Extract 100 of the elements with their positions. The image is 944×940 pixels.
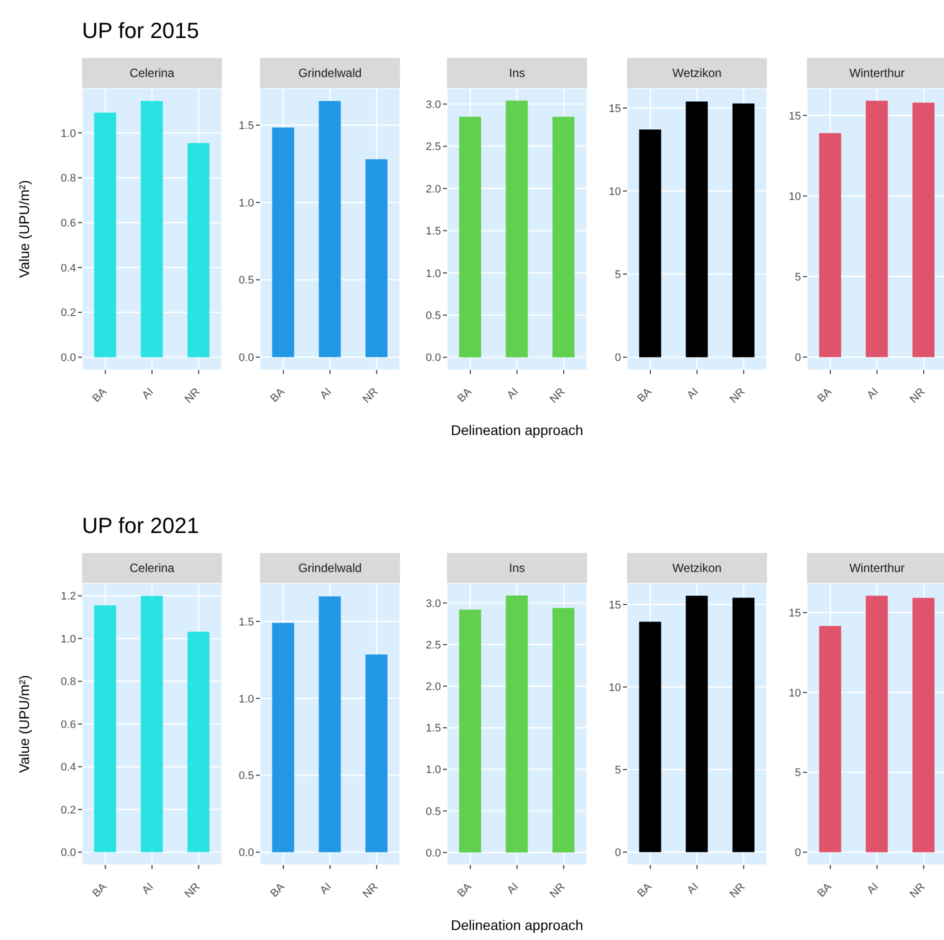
y-tick-label: 0.0 bbox=[238, 847, 254, 860]
x-tick-label: AI bbox=[318, 386, 334, 402]
chart-title: UP for 2015 bbox=[82, 18, 200, 44]
y-tick-label: 0.0 bbox=[238, 352, 254, 364]
y-tick-label: 15 bbox=[608, 102, 621, 115]
y-tick-label: 0.8 bbox=[60, 172, 76, 185]
x-tick-label: NR bbox=[548, 880, 568, 901]
y-tick-label: 0.6 bbox=[60, 718, 76, 731]
y-tick-label: 1.5 bbox=[238, 616, 254, 628]
bar bbox=[187, 632, 210, 852]
x-tick-label: AI bbox=[865, 386, 881, 402]
y-tick-label: 2.5 bbox=[426, 639, 441, 652]
bar bbox=[140, 101, 163, 358]
y-tick-label: 15 bbox=[788, 607, 801, 620]
y-tick-label: 1.0 bbox=[238, 197, 254, 210]
x-tick-label: NR bbox=[548, 386, 568, 406]
bar bbox=[272, 622, 294, 852]
bar bbox=[732, 598, 754, 852]
y-tick-label: 5 bbox=[614, 764, 621, 776]
x-tick-label: BA bbox=[455, 385, 475, 405]
y-tick-label: 1.0 bbox=[60, 128, 76, 140]
y-tick-label: 10 bbox=[788, 190, 801, 203]
chart-subtitle: Grindelwald bbox=[260, 58, 400, 88]
y-tick-label: 0.2 bbox=[60, 307, 76, 320]
x-tick-label: NR bbox=[360, 880, 381, 901]
x-tick-label: BA bbox=[90, 385, 110, 405]
x-tick-label: NR bbox=[728, 386, 748, 406]
y-tick-label: 1.0 bbox=[238, 693, 254, 706]
x-tick-label: AI bbox=[140, 386, 156, 402]
x-tick-label: AI bbox=[865, 880, 881, 897]
x-tick-label: BA bbox=[635, 880, 655, 900]
bar bbox=[912, 102, 934, 358]
y-tick-label: 0.5 bbox=[238, 770, 254, 782]
y-tick-label: 0.0 bbox=[426, 847, 441, 860]
chart-subtitle: Wetzikon bbox=[627, 58, 767, 88]
y-tick-label: 0.0 bbox=[60, 352, 76, 364]
y-tick-label: 0.5 bbox=[238, 274, 254, 287]
chart-title: UP for 2021 bbox=[82, 513, 200, 539]
bar bbox=[318, 100, 341, 358]
y-tick-label: 2.5 bbox=[426, 141, 441, 154]
x-tick-label: NR bbox=[908, 386, 928, 406]
x-tick-label: AI bbox=[318, 880, 334, 897]
y-tick-label: 5 bbox=[614, 269, 621, 282]
y-tick-label: 1.5 bbox=[238, 120, 254, 132]
x-tick-label: BA bbox=[90, 880, 110, 900]
y-tick-label: 0.4 bbox=[60, 262, 76, 274]
y-tick-label: 5 bbox=[794, 271, 801, 284]
y-axis-title: Value (UPU/m²) bbox=[16, 675, 32, 773]
chart-subtitle: Wetzikon bbox=[627, 553, 767, 583]
chart-subtitle: Grindelwald bbox=[260, 553, 400, 583]
x-tick-label: BA bbox=[815, 880, 835, 900]
y-tick-label: 1.0 bbox=[426, 268, 441, 280]
chart-subtitle: Ins bbox=[447, 553, 587, 583]
bar bbox=[819, 133, 842, 358]
y-tick-label: 15 bbox=[608, 599, 621, 612]
bar bbox=[272, 127, 294, 358]
y-tick-label: 0.6 bbox=[60, 218, 76, 230]
y-tick-label: 0 bbox=[794, 847, 801, 860]
y-tick-label: 0.8 bbox=[60, 676, 76, 688]
y-tick-label: 10 bbox=[608, 186, 621, 198]
bar bbox=[94, 112, 116, 358]
bar bbox=[866, 596, 888, 852]
x-tick-label: BA bbox=[815, 385, 835, 405]
y-tick-label: 3.0 bbox=[426, 98, 441, 111]
bar bbox=[912, 598, 934, 852]
chart-subtitle: Celerina bbox=[82, 58, 222, 88]
y-tick-label: 0.4 bbox=[60, 762, 76, 774]
x-tick-label: BA bbox=[268, 385, 288, 405]
x-tick-label: AI bbox=[685, 880, 701, 897]
y-tick-label: 1.0 bbox=[426, 764, 441, 776]
x-axis-title: Delineation approach bbox=[450, 917, 584, 933]
x-tick-label: AI bbox=[505, 386, 521, 402]
y-tick-label: 1.2 bbox=[60, 590, 76, 603]
y-tick-label: 0 bbox=[794, 352, 801, 364]
chart-subtitle: Ins bbox=[447, 58, 587, 88]
x-axis-title: Delineation approach bbox=[450, 422, 584, 438]
x-tick-label: NR bbox=[360, 386, 381, 406]
chart-subtitle: Winterthur bbox=[807, 58, 944, 88]
x-tick-label: NR bbox=[182, 386, 203, 406]
bar bbox=[866, 100, 888, 358]
x-tick-label: BA bbox=[268, 880, 288, 900]
bar bbox=[365, 654, 388, 852]
x-tick-label: AI bbox=[685, 386, 701, 402]
y-tick-label: 0.5 bbox=[426, 806, 441, 818]
y-tick-label: 1.5 bbox=[426, 226, 441, 238]
bar bbox=[639, 622, 662, 852]
y-tick-label: 0.0 bbox=[60, 847, 76, 860]
x-tick-label: NR bbox=[908, 880, 928, 901]
y-tick-label: 0 bbox=[614, 352, 621, 364]
bar bbox=[686, 596, 708, 852]
y-tick-label: 0 bbox=[614, 847, 621, 860]
y-tick-label: 15 bbox=[788, 110, 801, 122]
x-tick-label: BA bbox=[455, 880, 475, 900]
y-tick-label: 2.0 bbox=[426, 681, 441, 694]
y-tick-label: 0.5 bbox=[426, 310, 441, 322]
y-tick-label: 0.2 bbox=[60, 804, 76, 816]
y-axis-title: Value (UPU/m²) bbox=[16, 180, 32, 278]
x-tick-label: NR bbox=[728, 880, 748, 901]
chart-subtitle: Celerina bbox=[82, 553, 222, 583]
chart-subtitle: Winterthur bbox=[807, 553, 944, 583]
